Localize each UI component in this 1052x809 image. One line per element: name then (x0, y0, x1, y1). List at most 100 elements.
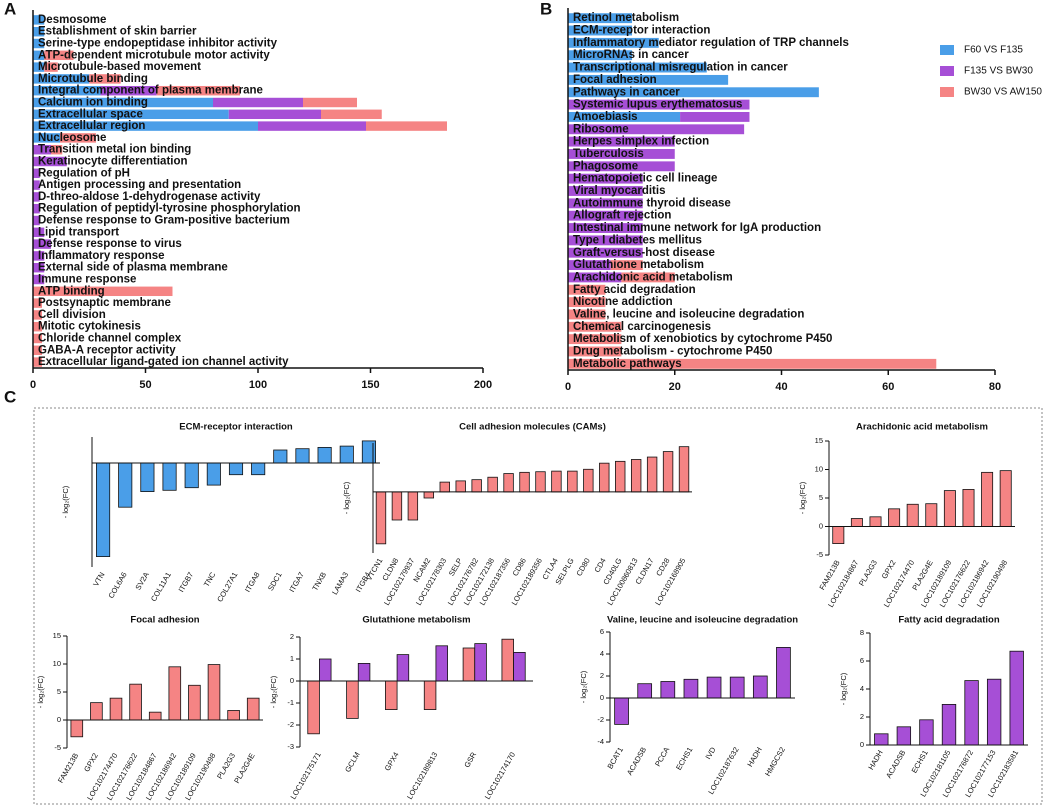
x-tick-label: ACADSB (884, 748, 907, 779)
x-tick-label: COL27A1 (215, 570, 239, 603)
category-label: Mitotic cytokinesis (38, 321, 141, 333)
x-tick-label: LOC102189813 (405, 750, 439, 800)
x-tick-label: TNXB (310, 570, 328, 592)
category-label: Transcriptional misregulation in cancer (573, 62, 788, 74)
panel-label: B (540, 0, 552, 18)
x-tick-label: CD4 (592, 556, 607, 574)
bar (599, 462, 610, 493)
bar-segment (33, 180, 40, 190)
bar-segment (568, 235, 643, 246)
x-tick-label: GPX2 (880, 558, 898, 580)
bar (752, 675, 768, 699)
x-tick-label: FAM213B (56, 751, 80, 784)
bar-segment (33, 251, 45, 261)
category-label: Postsynaptic membrane (38, 297, 171, 309)
bar-segment (33, 156, 67, 167)
bar-segment (33, 298, 42, 308)
category-label: Serine-type endopeptidase inhibitor acti… (38, 38, 278, 50)
category-label: Viral myocarditis (573, 185, 665, 197)
bar (70, 719, 84, 738)
panel-label: A (4, 0, 16, 18)
category-label: Chemical carcinogenesis (573, 321, 711, 333)
category-label: Antigen processing and presentation (38, 179, 241, 191)
y-tick-label: 1 (290, 654, 294, 663)
bar (986, 678, 1002, 746)
x-tick-label: GPX4 (383, 750, 401, 772)
x-tick-label: COL11A1 (149, 570, 173, 603)
bar-segment (568, 136, 675, 147)
bar-segment (60, 133, 96, 143)
x-tick-label: 60 (882, 381, 894, 393)
x-tick-label: GSR (462, 750, 478, 769)
bar-segment (33, 286, 173, 297)
bar-segment (680, 111, 750, 122)
bar (168, 666, 182, 721)
bar-segment (568, 223, 643, 233)
y-tick-label: 15 (815, 436, 823, 445)
y-tick-label: 15 (53, 631, 61, 640)
panel-frame (33, 407, 1043, 805)
bar-segment (33, 262, 45, 273)
bar-segment (568, 297, 606, 308)
panel-label: C (4, 387, 16, 406)
category-label: Nicotine addiction (573, 296, 673, 308)
y-axis-label: - log₂(FC) (36, 675, 45, 708)
x-tick-label: COL6A6 (106, 570, 128, 599)
category-label: Nucleosome (38, 132, 106, 144)
bar (90, 702, 103, 721)
legend-swatch (940, 45, 954, 55)
bar (1009, 650, 1024, 746)
category-label: Type I diabetes mellitus (573, 234, 702, 246)
category-label: Extracellular region (38, 120, 145, 132)
category-label: Defense response to virus (38, 238, 182, 250)
bar (361, 440, 376, 464)
bar (391, 491, 403, 521)
bar (615, 460, 626, 493)
bar (706, 676, 722, 699)
y-tick-label: 0 (819, 521, 823, 530)
bar-segment (568, 284, 606, 295)
bar-segment (568, 186, 643, 196)
legend-label: F60 VS F135 (964, 45, 1023, 56)
bar-segment (610, 260, 643, 271)
bar (660, 681, 676, 699)
category-label: Regulation of pH (38, 167, 130, 179)
x-tick-label: PCCA (653, 745, 671, 768)
bar (385, 680, 398, 711)
bar (832, 526, 845, 545)
chart-title: ECM-receptor interaction (179, 422, 293, 433)
bar-segment (568, 74, 729, 85)
bar (776, 647, 791, 699)
bar (375, 491, 387, 545)
category-label: D-threo-aldose 1-dehydrogenase activity (38, 191, 261, 203)
y-tick-label: 10 (53, 659, 61, 668)
x-tick-label: PLA2G3 (857, 558, 879, 587)
bar (888, 508, 901, 527)
category-label: Phagosome (573, 160, 638, 172)
bar (630, 459, 642, 493)
bar (964, 680, 979, 746)
x-tick-label: IVD (703, 745, 717, 761)
category-label: Microtubule binding (38, 73, 148, 85)
category-label: Microtubule-based movement (38, 61, 201, 73)
legend-label: F135 VS BW30 (964, 66, 1033, 77)
bar-segment (33, 50, 45, 61)
bar (729, 676, 745, 699)
x-tick-label: GCLM (343, 750, 362, 773)
bar (869, 516, 882, 527)
y-tick-label: 0 (860, 740, 864, 749)
y-tick-label: -5 (54, 743, 61, 752)
x-tick-label: HMGCS2 (763, 745, 787, 777)
bar-segment (568, 25, 633, 36)
bar-segment (33, 109, 229, 120)
x-tick-label: 40 (775, 381, 787, 393)
bar-segment (568, 149, 675, 159)
bar (346, 680, 359, 719)
bar-segment (33, 144, 51, 155)
category-label: Establishment of skin barrier (38, 26, 197, 38)
category-label: Desmosome (38, 14, 106, 26)
bar (129, 683, 142, 721)
category-label: ATP binding (38, 285, 105, 297)
category-label: Metabolic pathways (573, 358, 682, 370)
legend-swatch (940, 66, 954, 76)
